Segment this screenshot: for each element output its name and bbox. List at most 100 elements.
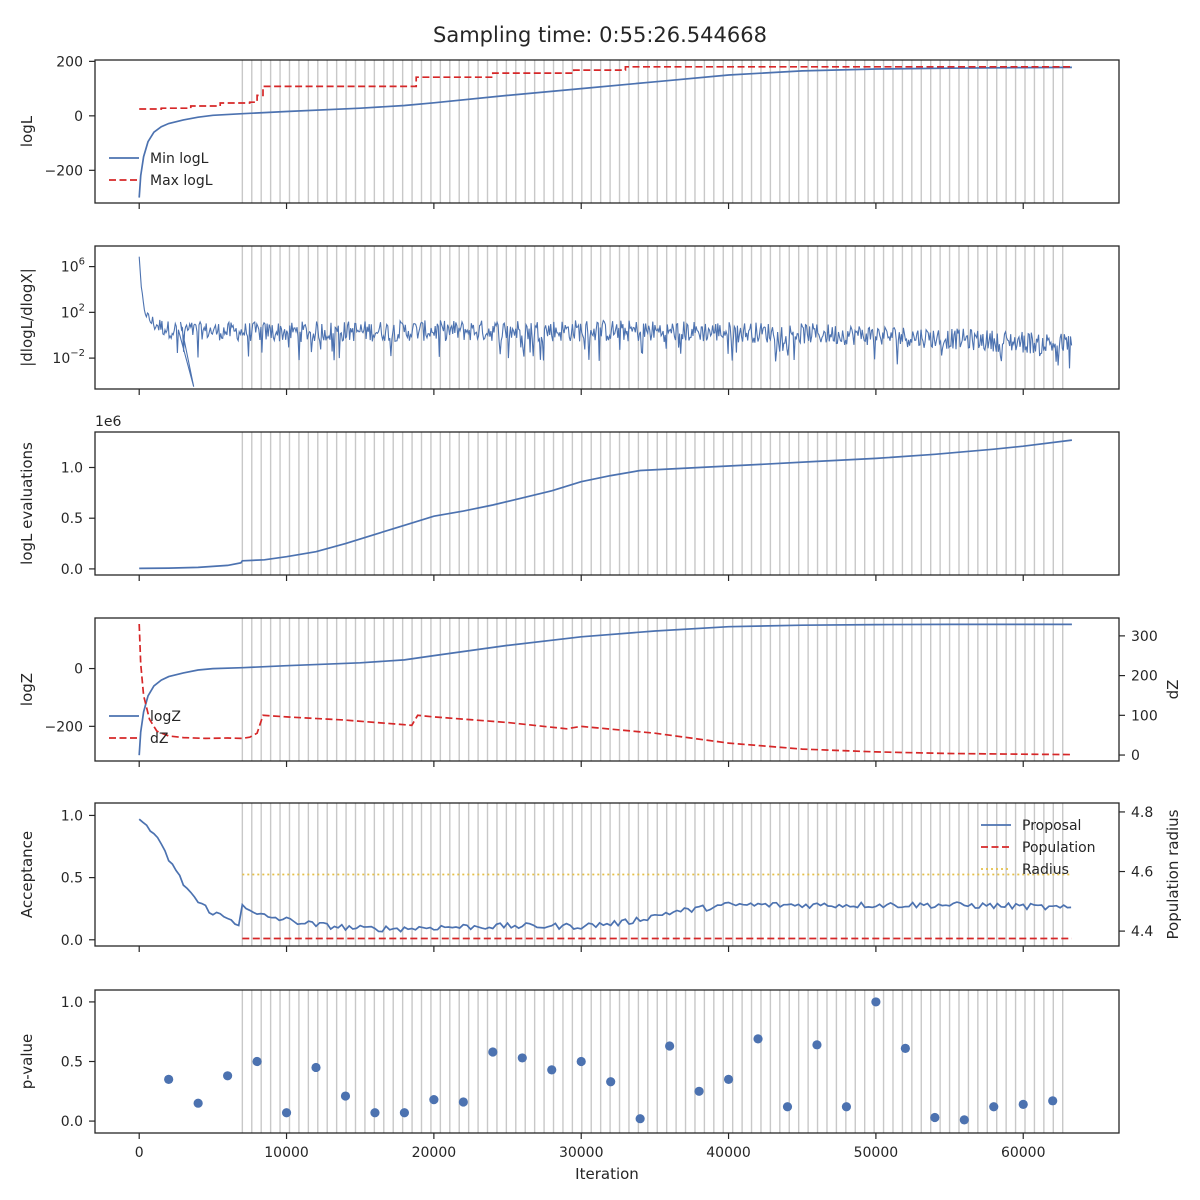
series-line-dz bbox=[138, 623, 1072, 756]
y-tick-label: 0.5 bbox=[61, 511, 83, 527]
panel-acceptance: 1.0 0.5 0.0 4.8 4.6 4.4 Acceptance Population r… bbox=[18, 802, 1182, 952]
series-line-min-logl bbox=[138, 66, 1072, 198]
y-tick-label: 0.0 bbox=[61, 562, 83, 578]
panel-dlogl-dlogx: 106 102 10−2 |dlogL/dlogX| bbox=[18, 245, 1120, 395]
scatter-point bbox=[782, 1102, 793, 1112]
legend-label: dZ bbox=[150, 731, 168, 747]
figure-title: Sampling time: 0:55:26.544668 bbox=[433, 23, 767, 47]
scatter-point bbox=[1048, 1096, 1058, 1106]
scatter-point bbox=[694, 1086, 704, 1096]
y-tick-label: 1.0 bbox=[61, 460, 83, 476]
scatter-point bbox=[399, 1108, 410, 1118]
series-line-series-0 bbox=[138, 256, 1073, 387]
scatter-point bbox=[223, 1071, 233, 1081]
scatter-point bbox=[340, 1091, 351, 1101]
scatter-point bbox=[723, 1074, 734, 1084]
axes-frame bbox=[94, 617, 1120, 762]
y2-tick-label: 4.6 bbox=[1131, 865, 1153, 881]
axes-frame bbox=[94, 245, 1120, 390]
y-axis-label: p-value bbox=[18, 1034, 36, 1090]
y-tick-label: 0 bbox=[74, 662, 83, 678]
x-tick-label: 50000 bbox=[854, 1145, 899, 1161]
scatter-point bbox=[606, 1077, 616, 1087]
y-axis-label: logL bbox=[18, 115, 36, 147]
legend-label: Min logL bbox=[150, 151, 209, 167]
y2-axis-label: dZ bbox=[1164, 680, 1182, 700]
y-axis-label: logL evaluations bbox=[18, 442, 36, 565]
x-tick-label: 20000 bbox=[412, 1145, 457, 1161]
x-tick-label: 0 bbox=[135, 1145, 144, 1161]
scatter-point bbox=[517, 1053, 527, 1063]
plot-area bbox=[138, 65, 1072, 198]
y-tick-label: −200 bbox=[45, 163, 83, 179]
scatter-point bbox=[547, 1065, 557, 1075]
y2-tick-label: 4.4 bbox=[1131, 924, 1153, 940]
y-tick-label: 102 bbox=[61, 302, 85, 321]
scatter-point bbox=[370, 1108, 380, 1118]
legend: Min logL Max logL bbox=[109, 151, 213, 189]
y2-axis-label: Population radius bbox=[1164, 809, 1182, 939]
legend: Proposal Population Radius bbox=[981, 818, 1096, 878]
x-tick-label: 10000 bbox=[264, 1145, 309, 1161]
insertion-lines bbox=[241, 60, 1064, 203]
plot-area bbox=[138, 818, 1072, 940]
legend-label: Proposal bbox=[1022, 818, 1081, 834]
panel-logl: 200 0 −200 logL Min logL Max logL bbox=[18, 54, 1120, 209]
x-tick-label: 30000 bbox=[559, 1145, 604, 1161]
series-line-logz bbox=[138, 623, 1072, 756]
scatter-point bbox=[812, 1040, 822, 1050]
insertion-lines bbox=[241, 246, 1064, 389]
scatter-point bbox=[753, 1034, 763, 1044]
y-tick-label: 0 bbox=[74, 109, 83, 125]
y-tick-label: 200 bbox=[56, 54, 83, 70]
y-tick-label: −200 bbox=[45, 719, 83, 735]
scatter-point bbox=[281, 1108, 292, 1118]
y-tick-label: 1.0 bbox=[61, 808, 83, 824]
y-tick-label: 10−2 bbox=[52, 348, 85, 367]
legend-label: Radius bbox=[1022, 862, 1069, 878]
scatter-point bbox=[665, 1041, 675, 1051]
legend: logZ dZ bbox=[109, 709, 181, 747]
scatter-point bbox=[488, 1047, 498, 1057]
scatter-point bbox=[252, 1056, 262, 1067]
x-axis-label: Iteration bbox=[575, 1165, 639, 1183]
panel-logz: 0 −200 300 200 100 0 logZ dZ logZ dZ bbox=[18, 617, 1182, 767]
panel-p-value: 0 10000 20000 30000 40000 50000 60000 1.0 0.5 0.0… bbox=[18, 989, 1120, 1183]
y-axis-label: logZ bbox=[18, 673, 36, 706]
scatter-point bbox=[164, 1074, 174, 1084]
insertion-lines bbox=[241, 990, 1064, 1133]
insertion-lines bbox=[241, 803, 1064, 946]
y-tick-label: 0.0 bbox=[61, 1114, 83, 1130]
scatter-point bbox=[635, 1114, 645, 1124]
scatter-point bbox=[959, 1115, 969, 1125]
y2-tick-label: 100 bbox=[1131, 708, 1158, 724]
scatter-point bbox=[458, 1097, 468, 1107]
scatter-point bbox=[930, 1112, 940, 1123]
y-tick-label: 1.0 bbox=[61, 995, 83, 1011]
y-axis-label: Acceptance bbox=[18, 831, 36, 918]
axes-frame bbox=[94, 802, 1120, 947]
y-tick-label: 106 bbox=[61, 257, 85, 276]
legend-label: Max logL bbox=[150, 173, 213, 189]
insertion-lines bbox=[241, 618, 1064, 761]
scatter-point bbox=[871, 997, 881, 1007]
y-axis-label: |dlogL/dlogX| bbox=[18, 268, 36, 367]
axes-frame bbox=[94, 59, 1120, 204]
axis-offset-label: 1e6 bbox=[95, 414, 122, 430]
x-tick-label: 60000 bbox=[1001, 1145, 1046, 1161]
scatter-point bbox=[576, 1056, 586, 1067]
y2-tick-label: 4.8 bbox=[1131, 805, 1153, 821]
series-line-series-0 bbox=[139, 439, 1073, 570]
plot-area bbox=[138, 256, 1073, 387]
plot-area bbox=[138, 623, 1072, 756]
x-tick-label: 40000 bbox=[706, 1145, 751, 1161]
legend-label: logZ bbox=[150, 709, 181, 725]
y-tick-label: 0.0 bbox=[61, 933, 83, 949]
plot-area bbox=[139, 439, 1073, 570]
scatter-point bbox=[193, 1098, 203, 1108]
y2-tick-label: 200 bbox=[1131, 669, 1158, 685]
series-line-proposal bbox=[138, 818, 1072, 933]
y-tick-label: 0.5 bbox=[61, 871, 83, 887]
legend-label: Population bbox=[1022, 840, 1096, 856]
